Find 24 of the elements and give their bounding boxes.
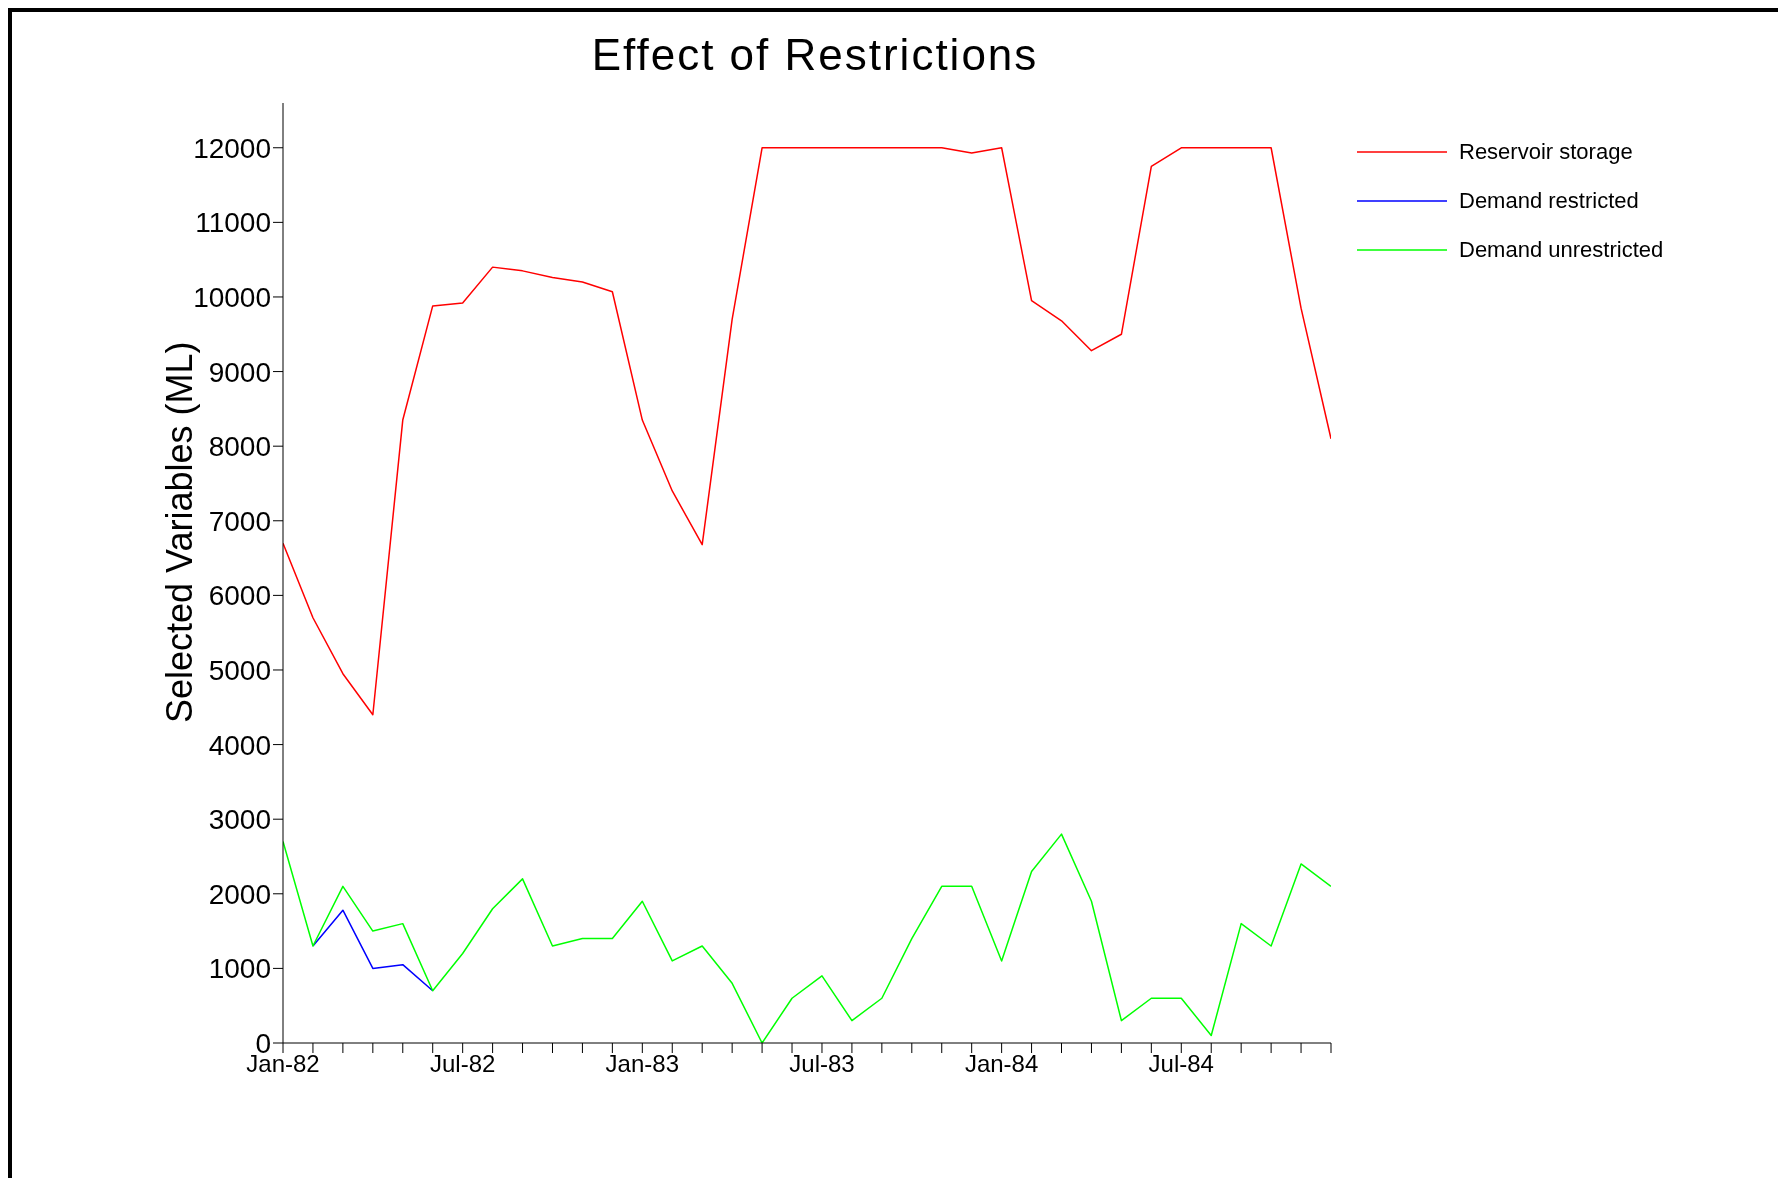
- y-axis-title: Selected Variables (ML): [158, 341, 200, 723]
- y-tick-label: 2000: [208, 878, 271, 910]
- y-tick-label: 5000: [208, 654, 271, 686]
- x-tick-label: Jul-83: [789, 1050, 855, 1078]
- legend-label: Reservoir storage: [1459, 138, 1633, 165]
- y-tick-label: 8000: [208, 431, 271, 463]
- y-tick-label: 6000: [208, 580, 271, 612]
- y-tick-label: 10000: [193, 281, 271, 313]
- y-tick-label: 3000: [208, 804, 271, 836]
- y-tick-label: 7000: [208, 505, 271, 537]
- x-tick-label: Jul-82: [429, 1050, 496, 1078]
- x-tick-label: Jan-83: [605, 1050, 680, 1078]
- legend-label: Demand unrestricted: [1459, 236, 1664, 263]
- y-tick-label: 4000: [208, 729, 271, 761]
- x-tick-label: Jul-84: [1148, 1050, 1214, 1078]
- line-series: [312, 909, 434, 992]
- y-tick-label: 9000: [208, 356, 271, 388]
- x-tick-label: Jan-84: [964, 1050, 1039, 1078]
- line-series: [283, 147, 1331, 716]
- legend-label: Demand restricted: [1459, 187, 1639, 214]
- chart-title: Effect of Restrictions: [590, 30, 1040, 80]
- y-tick-label: 1000: [208, 953, 271, 985]
- y-tick-label: 11000: [195, 207, 271, 239]
- y-tick-label: 12000: [193, 132, 271, 164]
